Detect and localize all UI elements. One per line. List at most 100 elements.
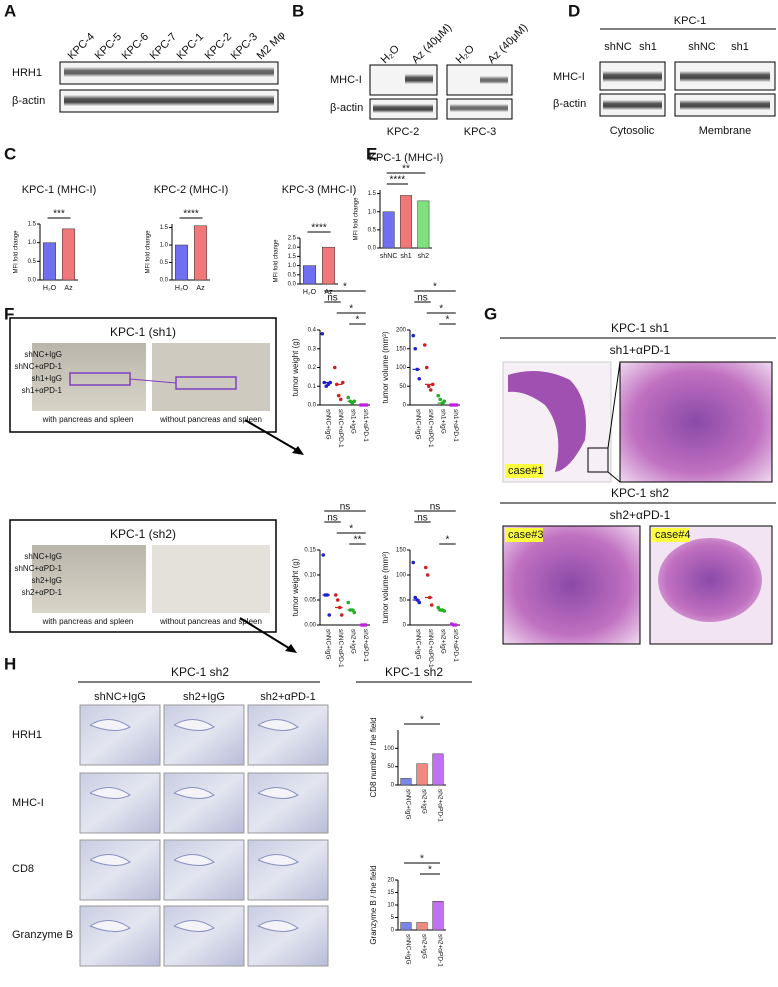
ihc-image [163, 905, 245, 967]
caption: without pancreas and spleen [159, 415, 262, 424]
x-tick-label: sh2+αPD-1 [452, 629, 459, 662]
y-tick-label: 0 [403, 623, 407, 629]
data-point [364, 403, 369, 407]
row-label: shNC+αPD-1 [14, 564, 62, 573]
data-point [454, 403, 459, 407]
y-tick-label: 0.0 [28, 278, 37, 284]
row-label: Granzyme B [12, 929, 73, 941]
caption: with pancreas and spleen [42, 617, 134, 626]
lane-label: KPC-2 [203, 31, 234, 62]
gland [257, 920, 299, 932]
sig-label: ns [327, 513, 338, 524]
case-label: case#1 [508, 465, 543, 477]
row-label: MHC-I [330, 74, 362, 86]
photo [32, 343, 146, 411]
lane-label: shNC [604, 41, 632, 53]
x-tick-label: sh2+IgG [350, 629, 357, 654]
y-tick-label: 0.2 [308, 365, 317, 371]
ihc-image [163, 704, 245, 766]
group-label: KPC-2 [387, 126, 419, 138]
y-tick-label: 0.05 [304, 598, 316, 604]
case-label: case#4 [655, 529, 690, 541]
row-label: shNC+IgG [24, 552, 62, 561]
panel-d: D KPC-1 shNC sh1 shNC sh1 MHC-I β-actin … [553, 1, 776, 137]
sig-label: * [420, 715, 424, 726]
arrowhead [285, 644, 297, 653]
row-label: sh2+αPD-1 [22, 588, 63, 597]
panel-label: C [4, 144, 16, 163]
bar [321, 246, 336, 285]
gland [173, 719, 215, 731]
sig-label: ** [402, 164, 410, 175]
y-axis-label: MFI fold change [274, 239, 280, 283]
x-tick-label: H₂O [175, 285, 189, 292]
x-tick-label: shNC+IgG [404, 789, 411, 820]
y-tick-label: 50 [399, 384, 406, 390]
gland [89, 787, 131, 799]
data-point [320, 331, 325, 336]
x-tick-label: sh2+αPD-1 [436, 789, 443, 822]
x-tick-label: shNC [380, 253, 398, 260]
y-tick-label: 50 [399, 598, 406, 604]
panel-label: A [4, 1, 16, 20]
y-tick-label: 0 [403, 403, 407, 409]
x-tick-label: sh1 [400, 253, 411, 260]
photo-title: KPC-1 (sh2) [110, 527, 176, 541]
caption: without pancreas and spleen [159, 617, 262, 626]
x-tick-label: sh2+IgG [420, 934, 427, 959]
y-tick-label: 200 [396, 328, 407, 334]
lane-label: sh1 [639, 41, 657, 53]
x-tick-label: Az [196, 285, 205, 292]
ihc-grid [79, 704, 329, 967]
data-point [335, 598, 340, 602]
lane-label: H₂O [379, 43, 402, 66]
data-point [411, 333, 416, 338]
header: KPC-1 sh2 [611, 486, 669, 500]
x-tick-label: sh2+IgG [440, 629, 447, 654]
row-label: sh2+IgG [32, 576, 62, 585]
column-label: shNC+IgG [94, 691, 146, 703]
data-point [336, 393, 341, 398]
data-point [415, 598, 420, 602]
data-point [328, 380, 333, 385]
panel-label: B [292, 1, 304, 20]
y-tick-label: 0 [391, 783, 395, 789]
bar [432, 901, 444, 931]
x-tick-label: sh2+αPD-1 [362, 629, 369, 662]
x-tick-label: sh2+IgG [420, 789, 427, 814]
case-label: case#3 [508, 529, 543, 541]
sig-label: ns [417, 293, 428, 304]
x-tick-label: shNC+IgG [404, 934, 411, 965]
x-tick-label: shNC+αPD-1 [427, 629, 434, 668]
x-tick-label: sh1+αPD-1 [362, 409, 369, 442]
y-tick-label: 2.5 [288, 236, 297, 242]
data-point [438, 397, 443, 402]
y-tick-label: 15 [387, 890, 394, 896]
sig-label: ns [327, 293, 338, 304]
y-axis-label: tumor volume (mm³) [381, 551, 390, 623]
lane-label: shNC [688, 41, 716, 53]
y-axis-label: MFI fold change [146, 230, 152, 274]
panel-f: F KPC-1 (sh1) shNC+IgG shNC+αPD-1 sh1+Ig… [4, 304, 304, 653]
lane-label: KPC-7 [148, 31, 179, 62]
lane-label: Az (40μM) [410, 22, 455, 67]
gland [173, 787, 215, 799]
row-label: shNC+IgG [24, 350, 62, 359]
data-point [413, 595, 418, 600]
tissue [658, 538, 762, 622]
column-label: sh2+αPD-1 [260, 691, 316, 703]
case-tag [505, 464, 543, 478]
gland [89, 719, 131, 731]
data-point [422, 343, 427, 347]
y-tick-label: 1.5 [160, 225, 169, 231]
row-label: MHC-I [553, 71, 585, 83]
sig-label: ** [354, 535, 362, 546]
bar [174, 244, 189, 281]
data-point [453, 623, 458, 627]
case-tag [652, 528, 690, 542]
row-label: β-actin [330, 102, 363, 114]
y-tick-label: 0.5 [288, 272, 297, 278]
data-point [424, 365, 429, 370]
row-label: sh1+IgG [32, 374, 62, 383]
